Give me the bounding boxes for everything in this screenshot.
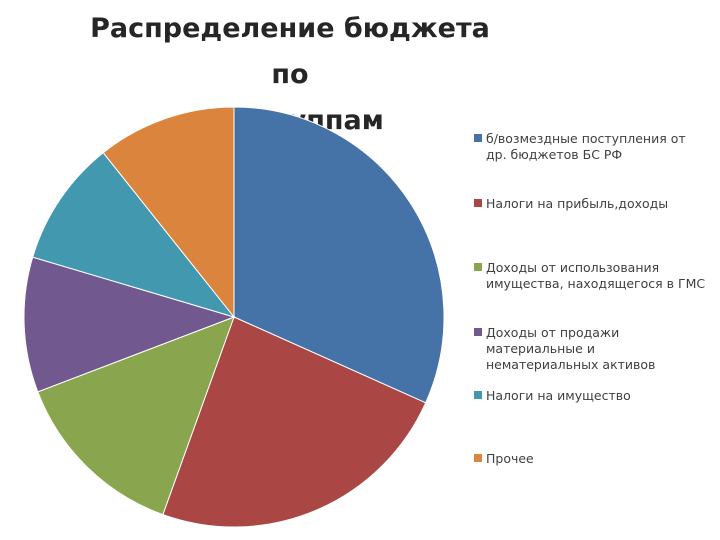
pie-slice-5: [32, 151, 236, 318]
pie-slice-2: [162, 316, 427, 528]
legend-label: Доходы от продажи: [486, 325, 620, 340]
legend-item-5: Налоги на имущество: [474, 388, 718, 404]
pie-slice-3: [37, 316, 235, 516]
legend-label: Налоги на прибыль,доходы: [486, 196, 669, 211]
legend-label: б/возмездные поступления от: [486, 131, 686, 146]
legend-item-4: Доходы от продажи материальные и нематериа…: [474, 325, 718, 373]
legend-label: нематериальных активов: [486, 357, 656, 372]
legend-item-1: б/возмездные поступления от др. бюджетов …: [474, 131, 718, 163]
legend-swatch: [474, 199, 482, 207]
legend-swatch: [474, 391, 482, 399]
pie-slice-1: [233, 106, 445, 404]
legend-label: Налоги на имущество: [486, 388, 631, 403]
pie-slice-4: [23, 256, 236, 393]
legend-label: Прочее: [486, 451, 534, 466]
legend-swatch: [474, 134, 482, 142]
legend-swatch: [474, 263, 482, 271]
legend-item-3: Доходы от использования имущества, находя…: [474, 260, 718, 292]
legend-label: материальные и: [486, 341, 595, 356]
legend-label: Доходы от использования: [486, 260, 660, 275]
legend-label: имущества, находящегося в ГМС: [486, 276, 706, 291]
legend-item-6: Прочее: [474, 451, 718, 467]
legend-item-2: Налоги на прибыль,доходы: [474, 196, 718, 212]
legend-swatch: [474, 328, 482, 336]
legend-swatch: [474, 454, 482, 462]
pie-slice-6: [102, 106, 235, 319]
pie-chart: [23, 106, 445, 528]
legend-label: др. бюджетов БС РФ: [486, 147, 623, 162]
chart-title-line-1: Распределение бюджета по: [90, 13, 490, 90]
chart-legend: б/возмездные поступления от др. бюджетов …: [474, 0, 718, 540]
